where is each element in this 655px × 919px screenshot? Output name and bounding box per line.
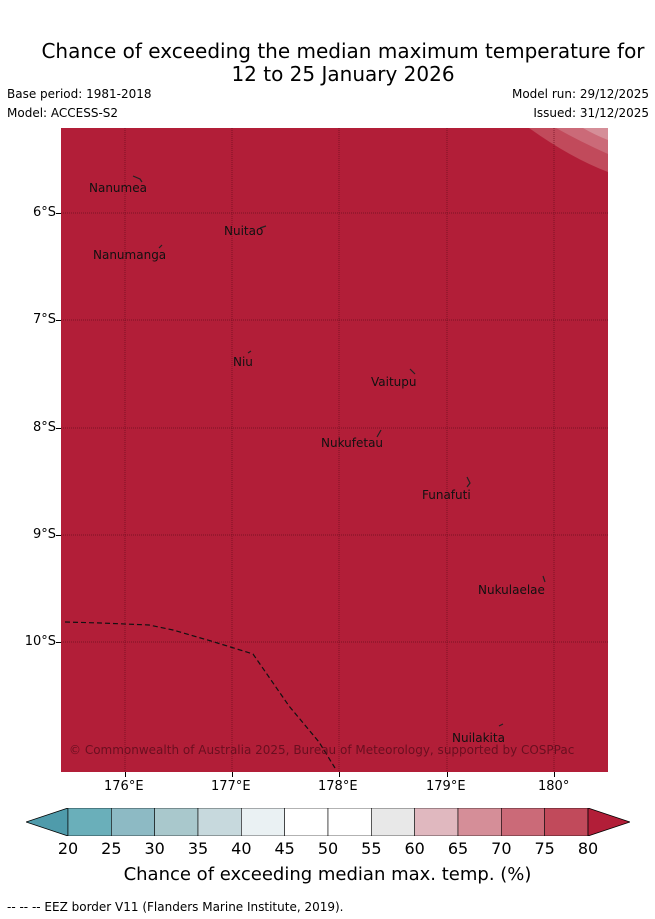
- colorbar-cell: [544, 808, 589, 836]
- lon-label-179e: 179°E: [426, 779, 466, 794]
- lat-label-8s: 8°S: [32, 420, 56, 435]
- place-nukulaelae: Nukulaelae: [478, 583, 545, 597]
- colorbar-label: 25: [101, 839, 122, 858]
- title-line-2: 12 to 25 January 2026: [231, 62, 455, 86]
- nuilakita-island: [498, 723, 504, 727]
- colorbar-label: 65: [447, 839, 469, 858]
- colorbar-label: 55: [361, 839, 382, 858]
- colorbar-cell: [371, 808, 415, 836]
- map-area[interactable]: [61, 128, 608, 772]
- contour-65-70: [556, 128, 608, 154]
- lon-label-177e: 177°E: [211, 779, 251, 794]
- contour-60-65: [583, 128, 608, 140]
- base-period: Base period: 1981-2018: [7, 87, 152, 101]
- place-nukufetau: Nukufetau: [321, 436, 384, 450]
- chart-title: Chance of exceeding the median maximum t…: [0, 40, 655, 86]
- map-graphics: [61, 128, 608, 772]
- ytick-mark: [56, 642, 61, 643]
- colorbar-cell: [111, 808, 155, 836]
- nukufetau-island: [376, 429, 382, 438]
- xtick-mark: [554, 772, 555, 777]
- eez-footnote: -- -- -- EEZ border V11 (Flanders Marine…: [7, 900, 344, 914]
- copyright-text: © Commonwealth of Australia 2025, Bureau…: [69, 743, 575, 757]
- lon-label-178e: 178°E: [318, 779, 358, 794]
- xtick-mark: [339, 772, 340, 777]
- colorbar-label: 45: [274, 839, 295, 858]
- colorbar: [26, 808, 630, 836]
- place-nuilakita: Nuilakita: [452, 731, 505, 745]
- colorbar-cell: [284, 808, 329, 836]
- colorbar-label: 70: [491, 839, 512, 858]
- lat-label-7s: 7°S: [32, 312, 56, 327]
- niu-island: [247, 350, 252, 354]
- place-nanumanga: Nanumanga: [93, 248, 167, 262]
- colorbar-cell: [327, 808, 372, 836]
- place-nuitao: Nuitao: [224, 224, 264, 238]
- colorbar-label: 60: [404, 839, 425, 858]
- gridlines: [61, 128, 608, 772]
- nukulaelae-island: [542, 575, 546, 583]
- colorbar-label: 20: [57, 839, 79, 858]
- colorbar-label: 75: [534, 839, 555, 858]
- lat-label-6s: 6°S: [32, 205, 56, 220]
- xtick-mark: [125, 772, 126, 777]
- colorbar-label: 80: [577, 839, 599, 858]
- ytick-mark: [56, 428, 61, 429]
- place-vaitupu: Vaitupu: [371, 375, 417, 389]
- colorbar-cell: [457, 808, 502, 836]
- lat-label-10s: 10°S: [24, 634, 56, 649]
- colorbar-cells: [26, 808, 630, 836]
- place-nanumea: Nanumea: [89, 181, 147, 195]
- model-run: Model run: 29/12/2025: [511, 87, 649, 101]
- colorbar-cell: [154, 808, 199, 836]
- nanumea-island: [132, 175, 143, 183]
- model-name: Model: ACCESS-S2: [7, 106, 119, 120]
- colorbar-cell: [241, 808, 285, 836]
- colorbar-label: 35: [187, 839, 209, 858]
- islands: [132, 175, 546, 727]
- issued-date: Issued: 31/12/2025: [533, 106, 649, 120]
- colorbar-cell: [414, 808, 459, 836]
- colorbar-label: 40: [231, 839, 252, 858]
- colorbar-cell: [197, 808, 242, 836]
- colorbar-label: 50: [317, 839, 339, 858]
- vaitupu-island: [409, 368, 416, 375]
- nuitao-island: [259, 225, 267, 229]
- funafuti-island: [466, 476, 471, 488]
- colorbar-cell: [501, 808, 545, 836]
- xtick-mark: [447, 772, 448, 777]
- colorbar-extend-low: [26, 808, 69, 836]
- colorbar-cell: [67, 808, 112, 836]
- eez-border-line: [64, 621, 336, 769]
- ytick-mark: [56, 320, 61, 321]
- lon-label-176e: 176°E: [104, 779, 144, 794]
- ytick-mark: [56, 535, 61, 536]
- colorbar-extend-high: [587, 808, 630, 836]
- place-funafuti: Funafuti: [422, 488, 471, 502]
- nanumanga-island: [158, 244, 163, 249]
- title-line-1: Chance of exceeding the median maximum t…: [41, 39, 645, 63]
- colorbar-title: Chance of exceeding median max. temp. (%…: [123, 864, 532, 885]
- ytick-mark: [56, 213, 61, 214]
- colorbar-label: 30: [144, 839, 165, 858]
- xtick-mark: [232, 772, 233, 777]
- lat-label-9s: 9°S: [32, 527, 56, 542]
- place-niu: Niu: [233, 355, 253, 369]
- lon-label-180: 180°: [538, 779, 570, 794]
